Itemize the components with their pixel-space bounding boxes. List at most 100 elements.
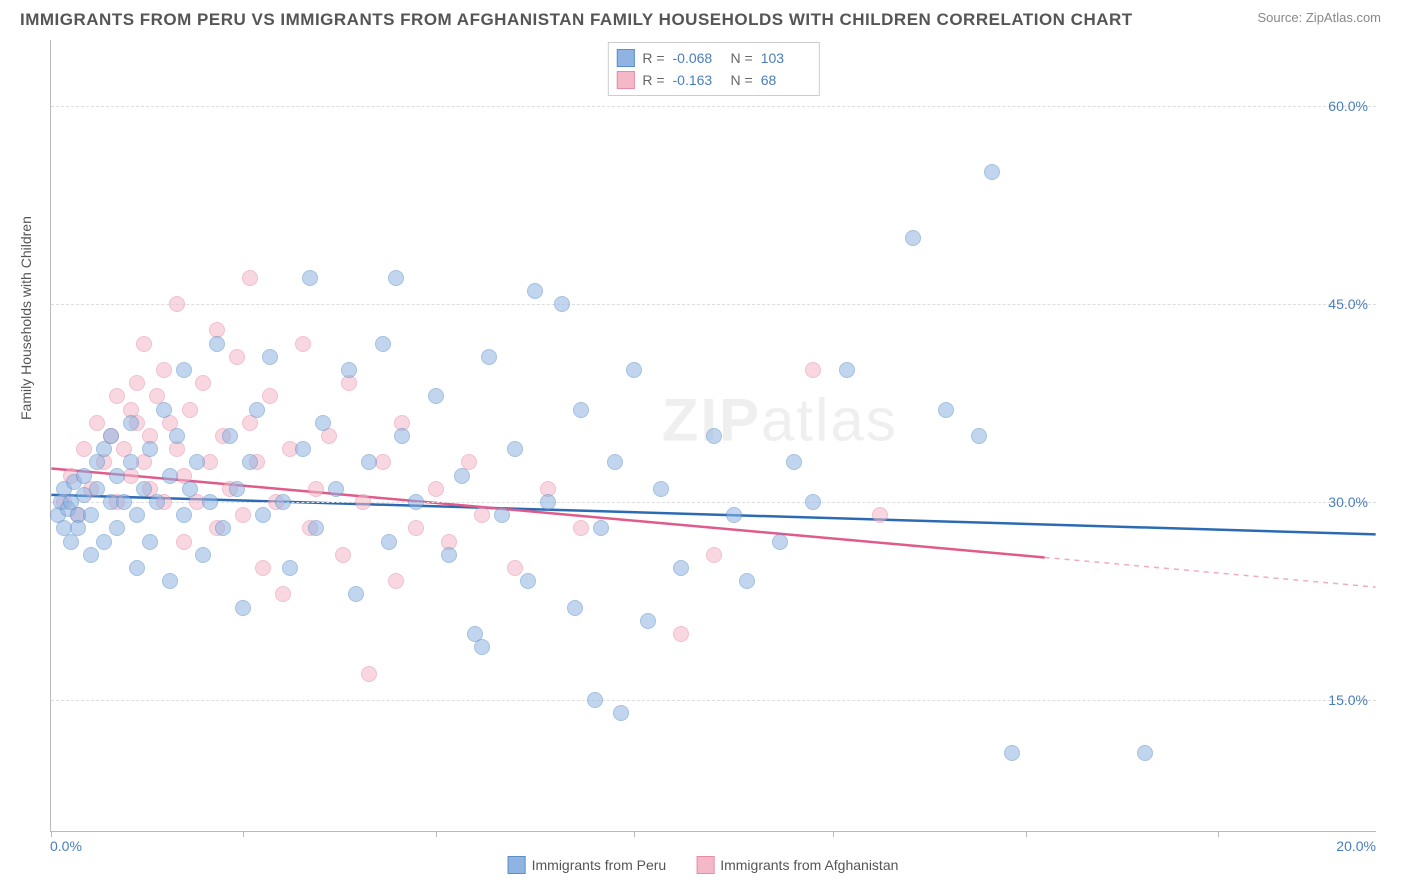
data-point <box>540 494 556 510</box>
data-point <box>136 481 152 497</box>
n-value: 103 <box>761 50 811 66</box>
data-point <box>388 573 404 589</box>
data-point <box>103 428 119 444</box>
data-point <box>235 600 251 616</box>
data-point <box>984 164 1000 180</box>
xtick-label-min: 0.0% <box>50 838 82 854</box>
data-point <box>262 349 278 365</box>
data-point <box>235 507 251 523</box>
xtick-label-max: 20.0% <box>1336 838 1376 854</box>
data-point <box>162 573 178 589</box>
data-point <box>428 481 444 497</box>
data-point <box>229 481 245 497</box>
data-point <box>76 468 92 484</box>
data-point <box>554 296 570 312</box>
data-point <box>474 507 490 523</box>
ytick-label: 45.0% <box>1328 296 1368 312</box>
data-point <box>123 415 139 431</box>
data-point <box>786 454 802 470</box>
data-point <box>109 388 125 404</box>
data-point <box>156 402 172 418</box>
watermark: ZIPatlas <box>662 385 898 454</box>
swatch-icon <box>696 856 714 874</box>
data-point <box>282 560 298 576</box>
xtick <box>833 831 834 837</box>
ytick-label: 60.0% <box>1328 98 1368 114</box>
data-point <box>872 507 888 523</box>
xtick <box>436 831 437 837</box>
swatch-icon <box>616 49 634 67</box>
legend-label: Immigrants from Afghanistan <box>720 857 898 873</box>
data-point <box>355 494 371 510</box>
data-point <box>295 336 311 352</box>
data-point <box>739 573 755 589</box>
xtick <box>634 831 635 837</box>
swatch-icon <box>508 856 526 874</box>
data-point <box>229 349 245 365</box>
data-point <box>209 336 225 352</box>
data-point <box>89 481 105 497</box>
data-point <box>328 481 344 497</box>
data-point <box>83 507 99 523</box>
data-point <box>129 507 145 523</box>
r-label: R = <box>642 72 664 88</box>
stats-row: R = -0.163 N = 68 <box>616 69 810 91</box>
chart-title: IMMIGRANTS FROM PERU VS IMMIGRANTS FROM … <box>20 10 1133 30</box>
data-point <box>335 547 351 563</box>
xtick <box>51 831 52 837</box>
data-point <box>116 494 132 510</box>
data-point <box>215 520 231 536</box>
data-point <box>255 560 271 576</box>
data-point <box>76 441 92 457</box>
data-point <box>96 534 112 550</box>
data-point <box>573 520 589 536</box>
data-point <box>302 270 318 286</box>
data-point <box>176 362 192 378</box>
swatch-icon <box>616 71 634 89</box>
data-point <box>136 336 152 352</box>
r-value: -0.068 <box>673 50 723 66</box>
data-point <box>308 520 324 536</box>
data-point <box>805 362 821 378</box>
data-point <box>142 534 158 550</box>
data-point <box>706 547 722 563</box>
r-label: R = <box>642 50 664 66</box>
data-point <box>182 402 198 418</box>
data-point <box>653 481 669 497</box>
data-point <box>938 402 954 418</box>
n-label: N = <box>731 72 753 88</box>
data-point <box>706 428 722 444</box>
chart-area: ZIPatlas R = -0.068 N = 103 R = -0.163 N… <box>50 40 1376 832</box>
data-point <box>156 362 172 378</box>
data-point <box>202 494 218 510</box>
data-point <box>361 454 377 470</box>
data-point <box>607 454 623 470</box>
data-point <box>481 349 497 365</box>
data-point <box>162 468 178 484</box>
xtick <box>243 831 244 837</box>
data-point <box>123 454 139 470</box>
data-point <box>83 547 99 563</box>
data-point <box>109 520 125 536</box>
data-point <box>129 560 145 576</box>
data-point <box>348 586 364 602</box>
data-point <box>275 586 291 602</box>
data-point <box>169 296 185 312</box>
data-point <box>109 468 125 484</box>
data-point <box>242 454 258 470</box>
data-point <box>640 613 656 629</box>
n-value: 68 <box>761 72 811 88</box>
data-point <box>567 600 583 616</box>
data-point <box>361 666 377 682</box>
data-point <box>394 428 410 444</box>
data-point <box>428 388 444 404</box>
gridline-h <box>51 106 1376 107</box>
data-point <box>726 507 742 523</box>
data-point <box>249 402 265 418</box>
data-point <box>673 626 689 642</box>
r-value: -0.163 <box>673 72 723 88</box>
xtick <box>1218 831 1219 837</box>
data-point <box>275 494 291 510</box>
data-point <box>626 362 642 378</box>
data-point <box>507 441 523 457</box>
